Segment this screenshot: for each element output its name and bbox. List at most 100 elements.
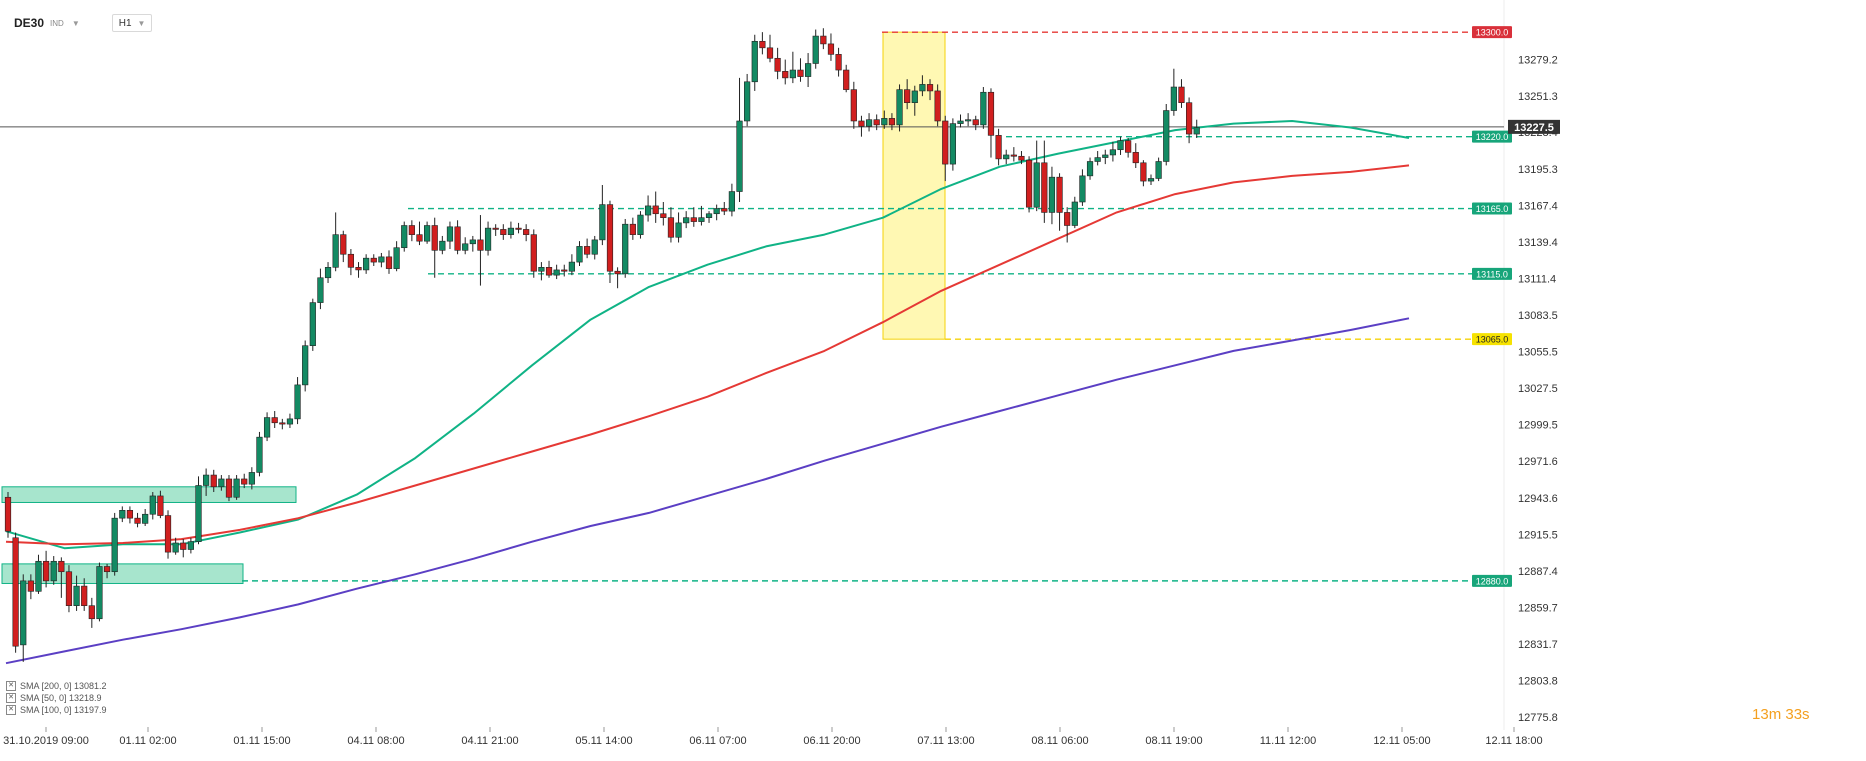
candle-up: [142, 513, 149, 524]
y-tick-label: 12971.6: [1518, 456, 1558, 468]
candle-down: [370, 257, 377, 263]
candle-up: [507, 227, 515, 235]
candle-up: [233, 478, 240, 498]
indicator-settings-icon[interactable]: ✕: [6, 681, 16, 691]
candle-up: [736, 120, 743, 192]
candle-up: [172, 542, 179, 553]
candle-down: [972, 119, 979, 126]
x-tick-label: 06.11 20:00: [803, 735, 860, 747]
candle-up: [599, 204, 606, 241]
candle-up: [591, 239, 598, 255]
candle-down: [721, 208, 728, 212]
indicator-label: SMA [100, 0] 13197.9: [20, 705, 107, 715]
candle-down: [4, 496, 12, 532]
candle-down: [103, 566, 111, 573]
candle-up: [263, 417, 271, 438]
candle-down: [584, 246, 591, 255]
candle-up: [804, 63, 812, 77]
candle-down: [545, 267, 553, 276]
y-tick-label: 13027.5: [1518, 383, 1558, 395]
x-tick-label: 06.11 07:00: [689, 735, 746, 747]
candle-down: [241, 478, 248, 485]
level-label: 13300.0: [1476, 28, 1509, 38]
symbol-dropdown-icon[interactable]: ▼: [71, 18, 80, 28]
symbol-label[interactable]: DE30: [14, 16, 45, 30]
candle-down: [820, 35, 827, 45]
level-label-bg: [1472, 333, 1512, 346]
y-tick-label: 13083.5: [1518, 310, 1558, 322]
candle-up: [980, 91, 987, 126]
candle-down: [12, 537, 19, 647]
y-tick-label: 12831.7: [1518, 639, 1558, 651]
indicator-item[interactable]: ✕ SMA [200, 0] 13081.2: [6, 680, 107, 692]
highlight-zone: [882, 31, 946, 340]
candle-up: [576, 246, 583, 263]
candle-up: [965, 119, 972, 122]
candle-up: [20, 580, 27, 646]
candle-down: [157, 495, 164, 516]
candle-down: [492, 227, 499, 230]
candle-up: [50, 560, 57, 582]
support-zone: [1, 486, 297, 503]
current-price-label-bg: [1508, 119, 1560, 134]
candle-up: [187, 541, 194, 550]
candle-down: [210, 474, 217, 488]
candle-up: [218, 478, 225, 488]
level-label: 13165.0: [1476, 204, 1509, 214]
candle-down: [606, 204, 614, 272]
candle-down: [858, 120, 865, 127]
candle-down: [850, 89, 857, 122]
candle-down: [1018, 155, 1025, 161]
candle-down: [408, 225, 415, 235]
y-tick-label: 12915.5: [1518, 529, 1558, 541]
candle-up: [896, 89, 903, 126]
x-tick-label: 12.11 05:00: [1373, 735, 1430, 747]
candle-up: [865, 119, 873, 127]
candle-up: [683, 217, 690, 224]
x-tick-label: 07.11 13:00: [917, 735, 974, 747]
candle-down: [942, 120, 949, 165]
sma100-line: [5, 164, 1410, 546]
candle-down: [667, 217, 675, 238]
candle-down: [347, 253, 355, 268]
indicator-settings-icon[interactable]: ✕: [6, 693, 16, 703]
candle-down: [58, 560, 65, 573]
candle-up: [1170, 86, 1177, 111]
timeframe-selector[interactable]: H1 ▼: [111, 14, 153, 32]
candle-up: [149, 495, 156, 515]
candle-up: [462, 243, 469, 251]
y-tick-label: 13195.3: [1518, 164, 1558, 176]
candle-down: [515, 227, 522, 230]
x-tick-label: 11.11 12:00: [1260, 735, 1316, 747]
candle-up: [911, 90, 918, 103]
candle-up: [203, 474, 210, 486]
candle-down: [1186, 102, 1193, 135]
candle-up: [957, 120, 964, 124]
candle-down: [164, 515, 172, 553]
candle-up: [119, 510, 126, 519]
candle-down: [888, 118, 896, 126]
candle-up: [111, 517, 118, 573]
level-label-bg: [1472, 130, 1512, 143]
candle-down: [759, 40, 766, 49]
candle-down: [1132, 152, 1139, 164]
candle-up: [401, 225, 408, 249]
candle-up: [393, 247, 400, 269]
candle-down: [652, 205, 659, 215]
x-tick-label: 01.11 15:00: [233, 735, 290, 747]
candle-up: [1193, 127, 1200, 135]
indicator-item[interactable]: ✕ SMA [50, 0] 13218.9: [6, 692, 107, 704]
candle-up: [302, 345, 309, 386]
candle-countdown: 13m 33s: [1752, 706, 1810, 723]
indicator-settings-icon[interactable]: ✕: [6, 705, 16, 715]
candle-down: [530, 234, 537, 272]
candle-down: [279, 422, 286, 425]
chevron-down-icon: ▼: [137, 18, 146, 28]
candle-up: [286, 418, 294, 425]
candle-down: [561, 269, 568, 272]
level-label-bg: [1472, 26, 1512, 39]
instrument-type-label: IND: [50, 18, 64, 28]
indicator-item[interactable]: ✕ SMA [100, 0] 13197.9: [6, 704, 107, 716]
